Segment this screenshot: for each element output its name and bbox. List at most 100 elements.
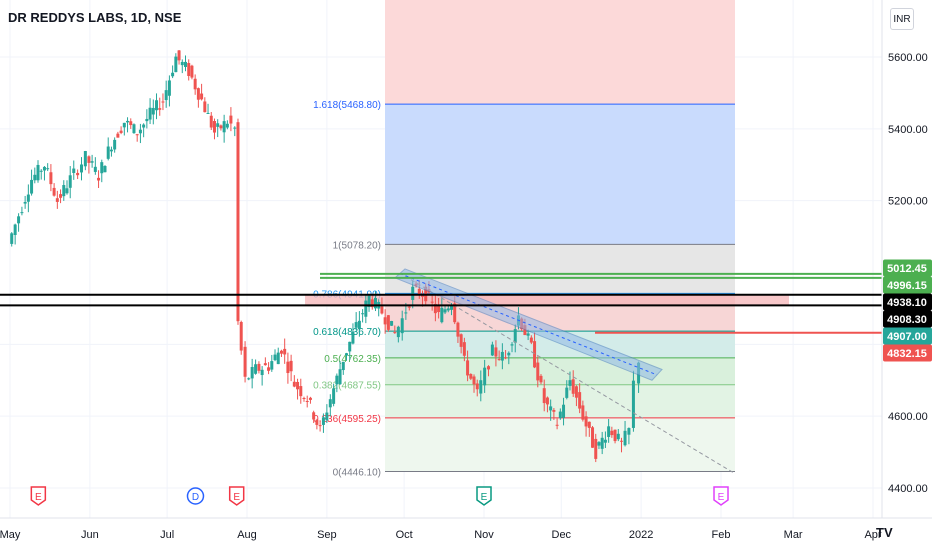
candle-body xyxy=(161,101,165,103)
price-tick-label: 5400.00 xyxy=(888,124,928,136)
candle-body xyxy=(483,367,487,386)
candle-body xyxy=(135,134,139,136)
earnings-icon[interactable] xyxy=(476,486,492,506)
candle-body xyxy=(315,419,319,425)
event-marker-letter: E xyxy=(718,492,725,503)
price-tick-label: 5200.00 xyxy=(888,196,928,208)
candle-body xyxy=(72,168,76,173)
candle-body xyxy=(607,426,611,437)
time-tick-label: Feb xyxy=(712,529,731,541)
candle-body xyxy=(571,379,575,394)
candle-body xyxy=(536,362,540,381)
candle-body xyxy=(354,322,358,328)
candle-body xyxy=(335,375,339,385)
fib-zone xyxy=(385,0,735,105)
candle-body xyxy=(183,61,187,67)
candle-body xyxy=(299,386,303,397)
earnings-icon[interactable] xyxy=(30,486,47,506)
candle-body xyxy=(190,65,194,78)
dividend-icon[interactable] xyxy=(186,487,205,505)
candle-body xyxy=(328,399,332,408)
candle-body xyxy=(568,380,572,386)
symbol-title: DR REDDYS LABS, 1D, NSE xyxy=(8,10,182,25)
candle-body xyxy=(587,421,591,428)
candle-body xyxy=(247,378,251,380)
candle-body xyxy=(348,341,352,352)
candle-body xyxy=(129,121,133,126)
candle-body xyxy=(302,398,306,400)
dashed-trendline xyxy=(404,275,736,475)
candle-body xyxy=(87,156,91,163)
fib-level-label: 0.382(4687.55) xyxy=(313,381,381,392)
candle-body xyxy=(603,439,607,443)
price-badge xyxy=(883,259,932,277)
candle-body xyxy=(62,185,66,197)
candle-body xyxy=(36,164,40,181)
candle-body xyxy=(594,438,598,459)
candle-body xyxy=(273,354,277,361)
candle-body xyxy=(39,170,43,172)
candle-body xyxy=(539,375,543,383)
candle-body xyxy=(325,412,329,421)
candle-body xyxy=(338,369,342,385)
time-tick-label: May xyxy=(0,529,21,541)
candle-body xyxy=(59,194,63,198)
price-badge-label: 4907.00 xyxy=(887,331,927,343)
candle-body xyxy=(393,332,397,334)
earnings-icon[interactable] xyxy=(713,486,729,506)
candle-body xyxy=(407,306,411,308)
candle-body xyxy=(373,297,377,309)
candle-body xyxy=(533,341,537,368)
candle-body xyxy=(504,357,508,359)
candle-body xyxy=(396,326,400,338)
candle-body xyxy=(250,366,254,379)
candle-body xyxy=(109,149,113,152)
time-tick-label: Aug xyxy=(237,529,257,541)
candle-body xyxy=(142,124,146,128)
candle-body xyxy=(479,380,483,394)
candle-body xyxy=(97,177,101,181)
candle-body xyxy=(257,363,261,371)
candle-body xyxy=(370,299,374,308)
candle-body xyxy=(289,360,293,372)
event-marker-letter: E xyxy=(481,492,488,503)
candle-body xyxy=(260,369,264,376)
candle-body xyxy=(79,164,83,173)
candle-body xyxy=(446,308,450,311)
candle-body xyxy=(113,139,117,150)
candle-body xyxy=(581,405,585,420)
candle-body xyxy=(103,166,107,173)
candle-body xyxy=(578,392,582,409)
candle-body xyxy=(276,352,280,365)
candle-body xyxy=(565,387,569,398)
time-tick-label: Sep xyxy=(317,529,337,541)
candle-body xyxy=(449,306,453,310)
price-badge-label: 5012.45 xyxy=(887,263,927,275)
candle-body xyxy=(216,123,220,127)
time-tick-label: Apr xyxy=(864,529,881,541)
candle-body xyxy=(145,118,149,122)
candle-body xyxy=(529,337,533,343)
time-tick-label: Oct xyxy=(396,529,413,541)
candle-body xyxy=(90,161,94,163)
candle-body xyxy=(500,351,504,361)
candle-body xyxy=(411,286,415,300)
candle-body xyxy=(574,386,578,398)
candle-body xyxy=(332,388,336,404)
price-badge-label: 4938.10 xyxy=(887,297,927,309)
candle-body xyxy=(193,78,197,90)
earnings-icon[interactable] xyxy=(228,486,245,506)
candle-body xyxy=(390,321,394,326)
candle-body xyxy=(494,347,498,357)
candle-body xyxy=(132,124,136,134)
fib-level-label: 0.5(4762.35) xyxy=(324,354,381,365)
candle-body xyxy=(26,194,30,202)
price-tick-label: 4400.00 xyxy=(888,483,928,495)
currency-button[interactable]: INR xyxy=(890,8,914,30)
candle-body xyxy=(20,212,24,214)
candle-body xyxy=(437,305,441,313)
candle-body xyxy=(620,440,624,442)
candle-body xyxy=(158,108,162,110)
candle-body xyxy=(469,373,473,379)
